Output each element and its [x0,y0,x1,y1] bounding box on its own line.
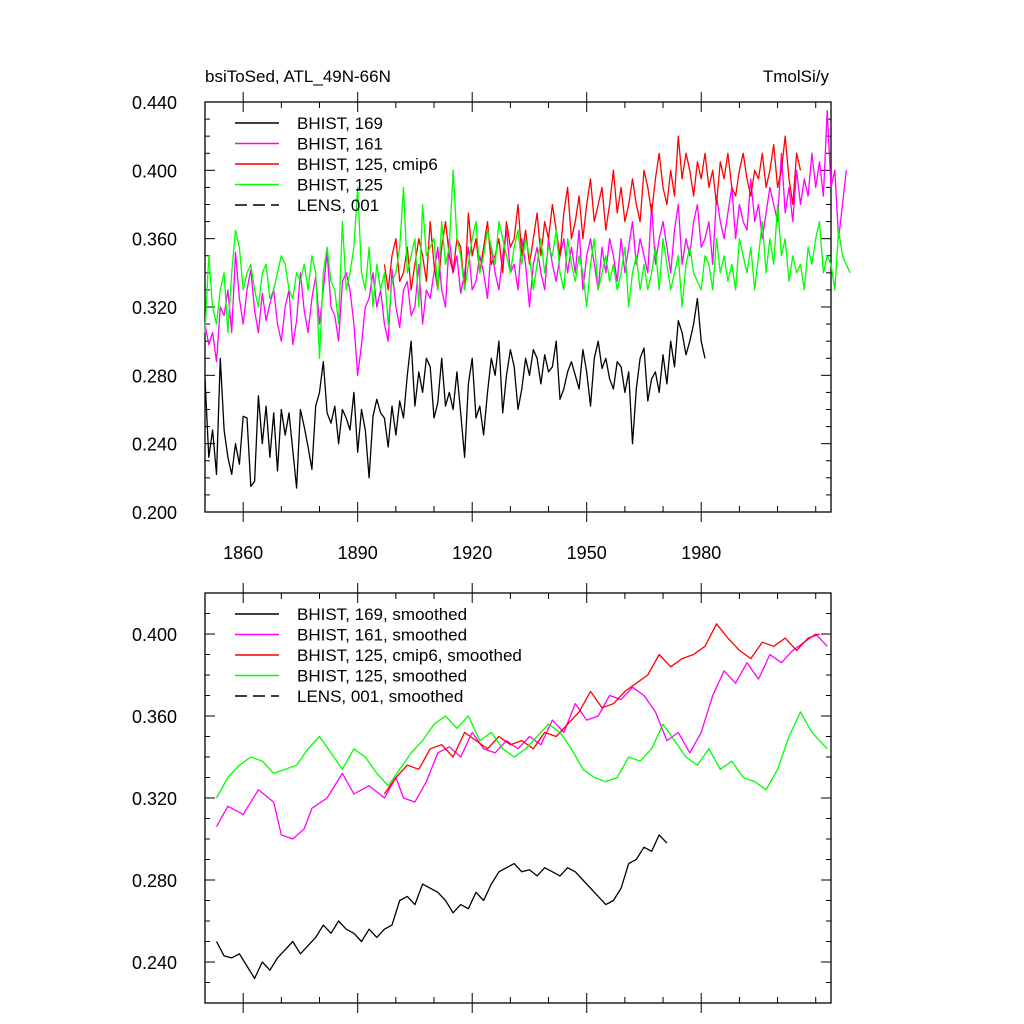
bottom-y-tick-label: 0.400 [132,625,177,645]
top-legend-label: BHIST, 169 [297,114,383,133]
bottom-legend-label: BHIST, 125, smoothed [297,667,467,686]
bottom-series-bhist-125-smoothed [215,711,828,799]
top-x-tick-label: 1860 [223,543,263,563]
bottom-series-bhist-169-smoothed [215,834,668,980]
top-y-tick-label: 0.400 [132,161,177,181]
bottom-legend-label: LENS, 001, smoothed [297,687,463,706]
top-series-bhist-161 [204,109,847,376]
bottom-chart-panel: 0.240 0.280 0.320 0.360 0.400 BHIST, 169, sm… [132,583,832,1013]
top-y-tick-label: 0.280 [132,366,177,386]
bottom-legend-label: BHIST, 161, smoothed [297,626,467,645]
top-legend-label: BHIST, 161 [297,135,383,154]
bottom-y-tick-label: 0.320 [132,789,177,809]
bottom-legend: BHIST, 169, smoothed BHIST, 161, smoothed… [235,605,522,706]
bottom-y-tick-label: 0.280 [132,871,177,891]
top-chart-panel: bsiToSed, ATL_49N-66N TmolSi/y 0.200 0.24… [132,67,851,563]
top-x-tick-label: 1920 [452,543,492,563]
bottom-series-bhist-125-cmip6-smoothed [383,623,820,795]
bottom-legend-label: BHIST, 169, smoothed [297,605,467,624]
bottom-y-tick-label: 0.240 [132,953,177,973]
top-y-tick-label: 0.200 [132,503,177,523]
top-y-tick-label: 0.360 [132,230,177,250]
top-y-tick-label: 0.240 [132,435,177,455]
top-series-bhist-125 [204,169,851,359]
bottom-legend-label: BHIST, 125, cmip6, smoothed [297,646,522,665]
top-x-tick-label: 1890 [338,543,378,563]
top-y-tick-label: 0.440 [132,93,177,113]
top-title-right: TmolSi/y [763,67,830,86]
bottom-series-bhist-161-smoothed [215,633,828,840]
top-series-lines [204,109,851,489]
bottom-y-tick-label: 0.360 [132,707,177,727]
bottom-axes: 0.240 0.280 0.320 0.360 0.400 [132,583,832,1013]
top-title-left: bsiToSed, ATL_49N-66N [205,67,391,86]
top-y-tick-label: 0.320 [132,298,177,318]
top-legend-label: LENS, 001 [297,196,379,215]
top-axes: 0.200 0.240 0.280 0.320 0.360 0.400 0.440 1860 1… [132,92,832,563]
top-x-tick-label: 1950 [567,543,607,563]
top-legend-label: BHIST, 125, cmip6 [297,155,438,174]
top-series-bhist-169 [204,297,706,489]
bottom-series-lines [215,623,828,980]
top-x-tick-label: 1980 [681,543,721,563]
top-series-bhist-125-cmip6 [383,135,802,291]
top-legend-label: BHIST, 125 [297,176,383,195]
